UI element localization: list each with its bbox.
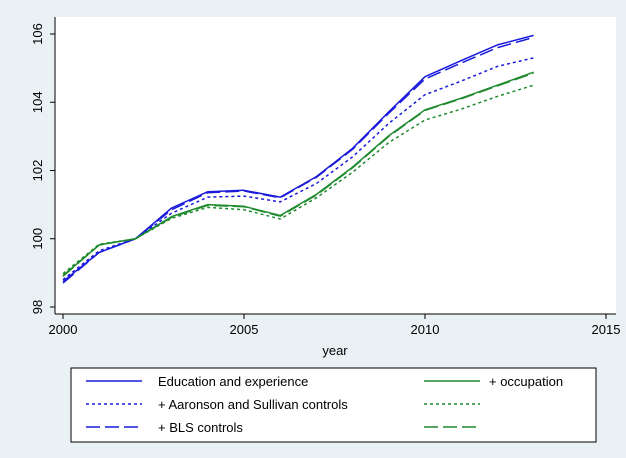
legend-box [70,367,597,443]
x-tick-label: 2010 [411,322,440,337]
x-tick-label: 2005 [230,322,259,337]
x-tick-label: 2015 [592,322,621,337]
axes: 98 100 102 104 106 2000 2005 2010 2015 [30,17,620,337]
x-axis-title: year [322,343,348,358]
series-line-3 [62,36,534,284]
series-line-5 [62,84,534,275]
y-tick-label: 98 [30,300,45,314]
y-tick-label: 102 [30,160,45,182]
legend-label-3: + BLS controls [158,420,243,435]
plot-area [55,17,616,314]
legend-label-1: Education and experience [158,374,308,389]
y-tick-label: 104 [30,91,45,113]
series-line-6 [62,72,534,277]
y-tick-label: 100 [30,228,45,250]
legend-label-4: + occupation [489,374,563,389]
series-layer [62,34,534,284]
x-tick-label: 2000 [49,322,78,337]
legend-label-2: + Aaronson and Sullivan controls [158,397,348,412]
legend: Education and experience + Aaronson and S… [86,374,563,435]
y-tick-label: 106 [30,23,45,45]
